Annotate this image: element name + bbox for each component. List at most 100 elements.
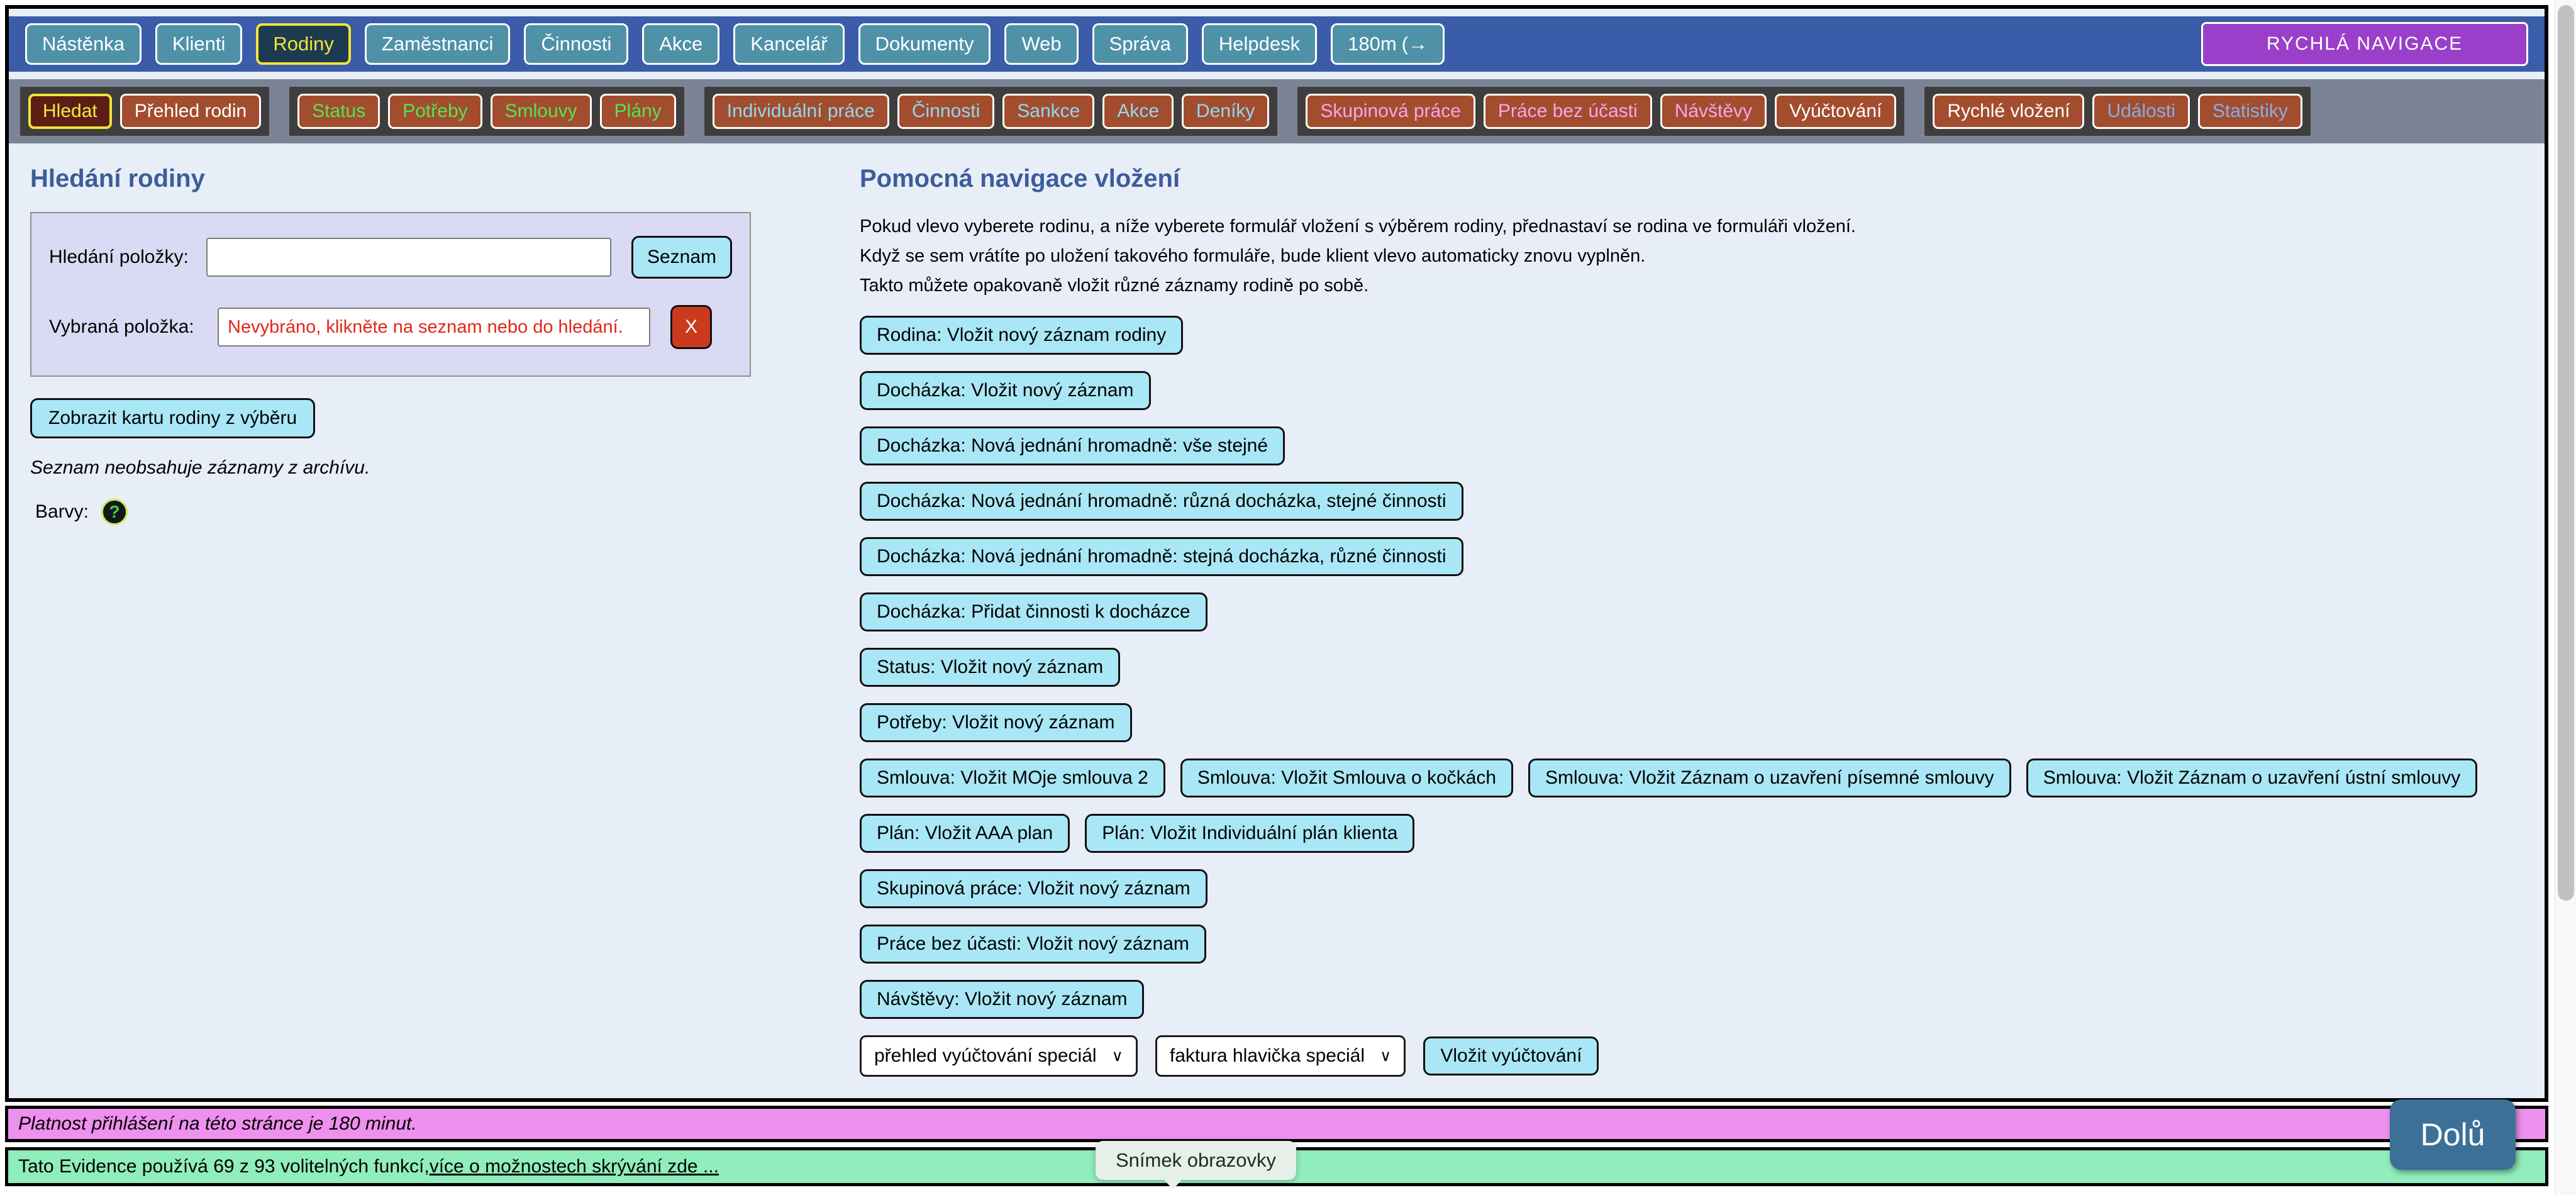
insert-plan-vlozit-individualni-plan-klienta[interactable]: Plán: Vložit Individuální plán klienta bbox=[1085, 814, 1415, 853]
insert-navigation-title: Pomocná navigace vložení bbox=[860, 165, 1180, 192]
sub-nav-sankce[interactable]: Sankce bbox=[1002, 94, 1095, 129]
quick-navigation-button[interactable]: RYCHLÁ NAVIGACE bbox=[2201, 22, 2528, 66]
sub-nav-skupinova-prace[interactable]: Skupinová práce bbox=[1306, 94, 1475, 129]
help-icon[interactable]: ? bbox=[101, 499, 128, 525]
top-nav-180m[interactable]: 180m (→ bbox=[1331, 23, 1445, 65]
insert-skupinova-prace-vlozit-novy-zaznam[interactable]: Skupinová práce: Vložit nový záznam bbox=[860, 869, 1208, 908]
sub-nav-individualni-prace[interactable]: Individuální práce bbox=[712, 94, 889, 129]
insert-dochazka-nova-jednani-hromadne-ruzna-dochazka-stejne-cinnosti[interactable]: Docházka: Nová jednání hromadně: různá d… bbox=[860, 482, 1463, 521]
insert-button-row: Smlouva: Vložit MOje smlouva 2 Smlouva: V… bbox=[860, 759, 2516, 798]
insert-smlouva-vlozit-smlouva-o-kockach[interactable]: Smlouva: Vložit Smlouva o kočkách bbox=[1180, 759, 1514, 798]
app-window: Nástěnka Klienti Rodiny Zaměstnanci Činnosti… bbox=[5, 5, 2548, 1102]
insert-prace-bez-ucasti-vlozit-novy-zaznam[interactable]: Práce bez účasti: Vložit nový záznam bbox=[860, 925, 1206, 964]
sub-nav-status[interactable]: Status bbox=[297, 94, 380, 129]
invoice-header-select[interactable]: faktura hlavička speciál ∨ bbox=[1155, 1035, 1406, 1077]
content-area: Hledání rodiny Hledání položky: Seznam V… bbox=[9, 143, 2545, 1091]
sub-nav-group-2: Status Potřeby Smlouvy Plány bbox=[289, 87, 684, 136]
top-nav-label: Rodiny bbox=[273, 33, 334, 55]
top-nav-dokumenty[interactable]: Dokumenty bbox=[858, 23, 991, 65]
top-nav-label: Správa bbox=[1109, 33, 1171, 55]
sub-nav-prace-bez-ucasti[interactable]: Práce bez účasti bbox=[1483, 94, 1652, 129]
top-nav-rodiny[interactable]: Rodiny bbox=[256, 23, 351, 65]
sub-nav-hledat[interactable]: Hledat bbox=[28, 94, 112, 129]
list-button[interactable]: Seznam bbox=[631, 236, 732, 279]
description-line-3: Takto můžete opakovaně vložit různé zázn… bbox=[860, 275, 1369, 296]
insert-smlouva-vlozit-zaznam-o-uzavreni-ustni-smlouvy[interactable]: Smlouva: Vložit Záznam o uzavření ústní … bbox=[2026, 759, 2478, 798]
insert-potreby-vlozit-novy-zaznam[interactable]: Potřeby: Vložit nový záznam bbox=[860, 703, 1132, 742]
page-scrollbar[interactable] bbox=[2555, 0, 2576, 1195]
clear-selection-button[interactable]: X bbox=[670, 305, 713, 349]
top-nav-sprava[interactable]: Správa bbox=[1092, 23, 1188, 65]
insert-smlouva-vlozit-moje-smlouva-2[interactable]: Smlouva: Vložit MOje smlouva 2 bbox=[860, 759, 1165, 798]
sub-nav-deniky[interactable]: Deníky bbox=[1182, 94, 1270, 129]
top-nav-label: Zaměstnanci bbox=[381, 33, 494, 55]
top-nav-cinnosti[interactable]: Činnosti bbox=[524, 23, 629, 65]
sub-nav-statistiky[interactable]: Statistiky bbox=[2197, 94, 2302, 129]
sub-nav-vyuctovani[interactable]: Vyúčtování bbox=[1775, 94, 1897, 129]
insert-button-row: Docházka: Vložit nový záznam bbox=[860, 371, 2516, 410]
top-nav-web[interactable]: Web bbox=[1004, 23, 1079, 65]
top-nav-label: Nástěnka bbox=[42, 33, 125, 55]
insert-button-row: Status: Vložit nový záznam bbox=[860, 648, 2516, 687]
top-nav-kancelar[interactable]: Kancelář bbox=[733, 23, 845, 65]
sub-nav-group-4: Skupinová práce Práce bez účasti Návštěvy V… bbox=[1297, 87, 1905, 136]
insert-button-row: Potřeby: Vložit nový záznam bbox=[860, 703, 2516, 742]
sub-nav-plany[interactable]: Plány bbox=[599, 94, 676, 129]
insert-button-row: Docházka: Nová jednání hromadně: vše ste… bbox=[860, 426, 2516, 465]
top-nav-label: Dokumenty bbox=[875, 33, 974, 55]
sub-nav-group-3: Individuální práce Činnosti Sankce Akce Dení… bbox=[704, 87, 1278, 136]
selected-row: Vybraná položka: Nevybráno, klikněte na … bbox=[49, 305, 732, 349]
invoice-header-select-value: faktura hlavička speciál bbox=[1169, 1045, 1365, 1066]
insert-status-vlozit-novy-zaznam[interactable]: Status: Vložit nový záznam bbox=[860, 648, 1121, 687]
insert-dochazka-nova-jednani-hromadne-stejna-dochazka-ruzne-cinnosti[interactable]: Docházka: Nová jednání hromadně: stejná … bbox=[860, 537, 1463, 576]
family-search-panel: Hledání položky: Seznam Vybraná položka:… bbox=[30, 212, 751, 377]
sub-nav-potreby[interactable]: Potřeby bbox=[388, 94, 482, 129]
insert-dochazka-pridat-cinnosti-k-dochazce[interactable]: Docházka: Přidat činnosti k docházce bbox=[860, 592, 1208, 631]
insert-navstevy-vlozit-novy-zaznam[interactable]: Návštěvy: Vložit nový záznam bbox=[860, 980, 1145, 1019]
colors-label: Barvy: bbox=[35, 501, 89, 522]
insert-navigation-column: Pomocná navigace vložení Pokud vlevo vyb… bbox=[860, 155, 2516, 1077]
features-text: Tato Evidence používá 69 z 93 volitelnýc… bbox=[18, 1156, 430, 1177]
archive-note: Seznam neobsahuje záznamy z archívu. bbox=[30, 457, 370, 478]
top-nav-label: Klienti bbox=[172, 33, 226, 55]
insert-button-row: Návštěvy: Vložit nový záznam bbox=[860, 980, 2516, 1019]
insert-button-row: Práce bez účasti: Vložit nový záznam bbox=[860, 925, 2516, 964]
sub-nav-smlouvy[interactable]: Smlouvy bbox=[490, 94, 592, 129]
sub-nav-akce[interactable]: Akce bbox=[1102, 94, 1174, 129]
sub-nav-udalosti[interactable]: Události bbox=[2092, 94, 2190, 129]
top-nav-helpdesk[interactable]: Helpdesk bbox=[1201, 23, 1318, 65]
selected-item-label: Vybraná položka: bbox=[49, 316, 194, 337]
invoice-overview-select-value: přehled vyúčtování speciál bbox=[874, 1045, 1097, 1066]
scrollbar-thumb[interactable] bbox=[2558, 5, 2574, 901]
show-family-card-button[interactable]: Zobrazit kartu rodiny z výběru bbox=[30, 398, 316, 438]
insert-button-rows: Rodina: Vložit nový záznam rodiny Docházk… bbox=[860, 316, 2516, 1019]
top-nav-label: Helpdesk bbox=[1218, 33, 1301, 55]
sub-nav-rychle-vlozeni[interactable]: Rychlé vložení bbox=[1933, 94, 2085, 129]
top-nav-nastenka[interactable]: Nástěnka bbox=[25, 23, 142, 65]
insert-button-row: Rodina: Vložit nový záznam rodiny bbox=[860, 316, 2516, 355]
selected-item-box[interactable]: Nevybráno, klikněte na seznam nebo do hl… bbox=[218, 308, 650, 347]
top-nav-label: 180m bbox=[1348, 33, 1397, 55]
chevron-down-icon: ∨ bbox=[1380, 1047, 1392, 1065]
top-nav-label: Web bbox=[1021, 33, 1062, 55]
top-nav-klienti[interactable]: Klienti bbox=[155, 23, 243, 65]
insert-rodina-vlozit-novy-zaznam-rodiny[interactable]: Rodina: Vložit nový záznam rodiny bbox=[860, 316, 1184, 355]
invoice-overview-select[interactable]: přehled vyúčtování speciál ∨ bbox=[860, 1035, 1138, 1077]
insert-smlouva-vlozit-zaznam-o-uzavreni-pisemne-smlouvy[interactable]: Smlouva: Vložit Záznam o uzavření písemn… bbox=[1528, 759, 2011, 798]
session-validity-text: Platnost přihlášení na této stránce je 1… bbox=[18, 1113, 417, 1134]
description-line-1: Pokud vlevo vyberete rodinu, a níže vybe… bbox=[860, 216, 1856, 236]
insert-dochazka-nova-jednani-hromadne-vse-stejne[interactable]: Docházka: Nová jednání hromadně: vše ste… bbox=[860, 426, 1285, 465]
sub-nav-group-1: Hledat Přehled rodin bbox=[20, 87, 270, 136]
top-nav-akce[interactable]: Akce bbox=[642, 23, 720, 65]
features-link[interactable]: více o možnostech skrývání zde ... bbox=[429, 1156, 719, 1177]
top-nav-zamestnanci[interactable]: Zaměstnanci bbox=[364, 23, 511, 65]
scroll-down-button[interactable]: Dolů bbox=[2390, 1099, 2516, 1170]
search-input[interactable] bbox=[206, 238, 611, 277]
insert-invoice-button[interactable]: Vložit vyúčtování bbox=[1423, 1037, 1599, 1076]
sub-nav-cinnosti[interactable]: Činnosti bbox=[897, 94, 995, 129]
insert-dochazka-vlozit-novy-zaznam[interactable]: Docházka: Vložit nový záznam bbox=[860, 371, 1151, 410]
colors-row: Barvy: ? bbox=[30, 499, 772, 525]
insert-plan-vlozit-aaa-plan[interactable]: Plán: Vložit AAA plan bbox=[860, 814, 1070, 853]
sub-nav-prehled-rodin[interactable]: Přehled rodin bbox=[119, 94, 262, 129]
sub-nav-navstevy[interactable]: Návštěvy bbox=[1660, 94, 1767, 129]
